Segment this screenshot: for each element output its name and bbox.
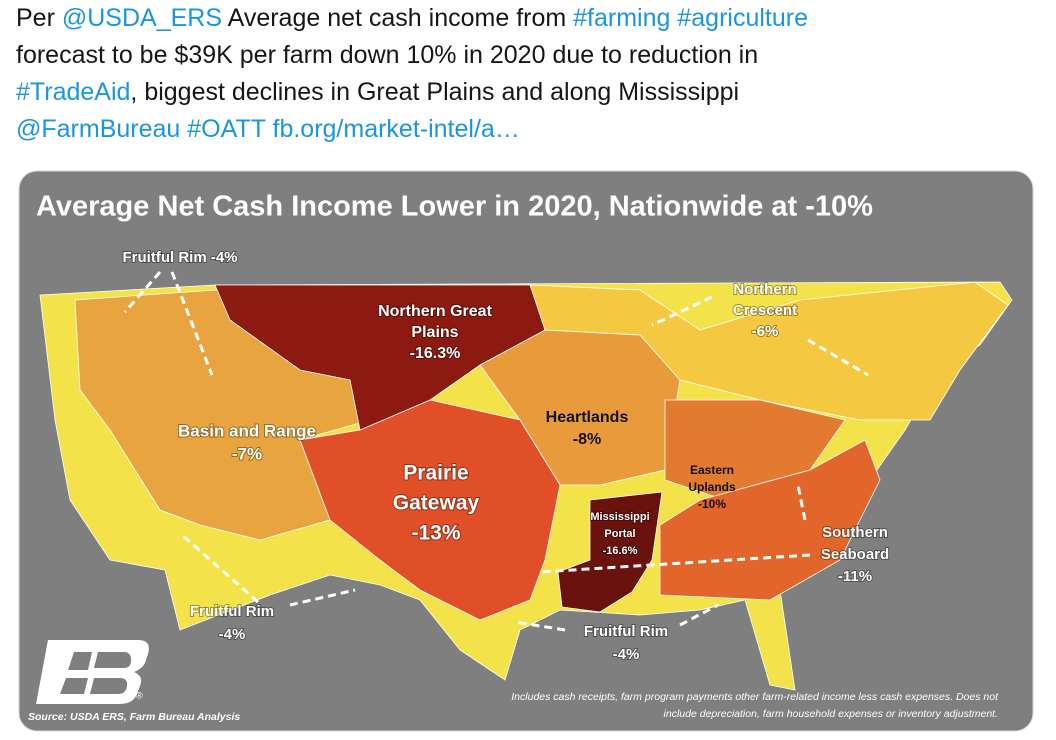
region-label: Eastern <box>690 463 734 477</box>
map-title: Average Net Cash Income Lower in 2020, N… <box>36 191 873 223</box>
link[interactable]: fb.org/market-intel/a… <box>272 115 520 143</box>
text: Average net cash income from <box>227 4 567 32</box>
region-label: -8% <box>573 431 601 448</box>
region-label: Plains <box>411 324 458 341</box>
arrow <box>289 588 356 607</box>
region-label: Prairie <box>403 462 468 485</box>
arrow <box>181 533 259 604</box>
region-label: Fruitful Rim <box>584 623 668 640</box>
hashtag[interactable]: #agriculture <box>677 4 809 32</box>
region-label: -7% <box>232 444 262 463</box>
logo-mark: ® <box>136 690 143 700</box>
us-map <box>39 281 1013 691</box>
arrow <box>514 620 566 632</box>
region-label: -4% <box>219 626 246 643</box>
arrow <box>679 603 719 627</box>
region-label: Northern <box>733 281 796 298</box>
region-label: Northern Great <box>378 303 492 320</box>
region-label: Southern <box>822 524 888 541</box>
region-label: Heartlands <box>546 409 629 426</box>
footnote: include depreciation, farm household exp… <box>664 708 998 720</box>
hashtag[interactable]: #TradeAid <box>16 78 131 106</box>
region-label: Fruitful Rim <box>190 603 274 620</box>
arrow <box>807 338 869 377</box>
footnote: Includes cash receipts, farm program pay… <box>511 691 999 703</box>
text: , biggest declines in Great Plains and a… <box>130 78 740 106</box>
hashtag[interactable]: #OATT <box>187 115 266 143</box>
region-label: -13% <box>411 522 460 545</box>
map-image[interactable]: Average Net Cash Income Lower in 2020, N… <box>18 170 1034 732</box>
arrow <box>123 271 162 313</box>
region-label: Fruitful Rim -4% <box>123 249 238 266</box>
source: Source: USDA ERS, Farm Bureau Analysis <box>28 711 240 723</box>
region-label: Crescent <box>733 302 797 319</box>
fb-logo <box>36 640 149 704</box>
text: forecast to be $39K per farm down 10% in… <box>16 41 759 69</box>
region-label: Portal <box>604 528 635 540</box>
tweet-line: #TradeAid, biggest declines in Great Pla… <box>16 74 1046 111</box>
region-label: -10% <box>698 497 726 511</box>
region-label: Basin and Range <box>178 421 316 440</box>
tweet-line: Per @USDA_ERS Average net cash income fr… <box>16 0 1046 37</box>
mention[interactable]: @FarmBureau <box>16 115 181 143</box>
arrow <box>539 553 811 574</box>
region-label: -16.3% <box>410 345 461 362</box>
tweet-line: @FarmBureau #OATT fb.org/market-intel/a… <box>16 111 1046 148</box>
arrows <box>123 271 869 632</box>
region-mississippi-portal <box>557 491 663 613</box>
arrow <box>170 271 214 376</box>
region-prairie-gateway <box>299 399 561 621</box>
region-label: Mississippi <box>590 511 649 523</box>
mention[interactable]: @USDA_ERS <box>61 4 223 32</box>
arrow <box>796 484 807 521</box>
region-label: Seaboard <box>821 546 889 563</box>
region-label: Gateway <box>393 492 480 515</box>
tweet-line: forecast to be $39K per farm down 10% in… <box>16 37 1046 74</box>
region-label: Uplands <box>688 480 736 494</box>
text: Per <box>16 4 55 32</box>
arrow <box>651 295 713 327</box>
region-label: -16.6% <box>603 545 638 557</box>
region-label: -6% <box>752 323 779 340</box>
region-northern-great-plains <box>214 284 546 431</box>
region-label: -4% <box>613 646 640 663</box>
tweet-text: Per @USDA_ERS Average net cash income fr… <box>16 0 1046 148</box>
hashtag[interactable]: #farming <box>573 4 671 32</box>
logo-shape <box>36 640 149 704</box>
region-label: -11% <box>838 568 872 585</box>
